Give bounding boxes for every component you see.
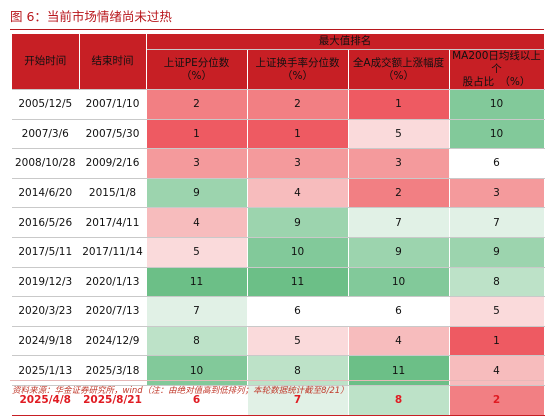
table-row: 2019/12/3 2020/1/13 11 11 10 8 [12,267,545,298]
end-date-cell: 2024/12/9 [79,326,147,357]
header-volume-increase: 全A成交额上涨幅度 （%） [348,49,450,90]
source-footnote: 资料来源：华金证券研究所，wind（注：由绝对值高到低排列；本轮数据统计截至8/… [12,386,349,396]
ranking-table: 开始时间 结束时间 最大值排名 上证PE分位数 （%） 上证换手率分位数 （%） 全… [12,34,545,416]
rank-cell: 4 [247,178,349,209]
rank-cell: 10 [247,237,349,268]
footnote-divider [10,380,544,381]
rank-cell: 2 [146,89,248,120]
start-date-cell: 2020/3/23 [12,296,80,327]
rank-cell: 9 [449,237,545,268]
rank-cell: 1 [146,119,248,150]
start-date-cell: 2005/12/5 [12,89,80,120]
rank-cell: 6 [348,296,450,327]
table-row: 2024/9/18 2024/12/9 8 5 4 1 [12,326,545,357]
rank-cell: 1 [247,119,349,150]
table-row: 2017/5/11 2017/11/14 5 10 9 9 [12,237,545,268]
rank-cell: 5 [247,326,349,357]
rank-cell: 9 [348,237,450,268]
rank-cell: 3 [449,178,545,209]
rank-cell: 6 [449,148,545,179]
rank-cell: 4 [146,207,248,238]
title-divider [10,29,544,30]
rank-cell: 3 [348,148,450,179]
end-date-cell: 2020/1/13 [79,267,147,298]
rank-cell: 10 [449,89,545,120]
rank-cell: 2 [247,89,349,120]
header-ma200-ratio: MA200日均线以上个 股占比 （%） [449,49,545,90]
rank-cell: 10 [449,119,545,150]
start-date-cell: 2017/5/11 [12,237,80,268]
start-date-cell: 2008/10/28 [12,148,80,179]
end-date-cell: 2007/5/30 [79,119,147,150]
rank-cell: 6 [247,296,349,327]
rank-cell: 5 [449,296,545,327]
rank-cell: 3 [146,148,248,179]
header-end-time: 结束时间 [79,34,147,90]
rank-cell: 10 [348,267,450,298]
end-date-cell: 2020/7/13 [79,296,147,327]
table-row: 2005/12/5 2007/1/10 2 2 1 10 [12,89,545,120]
rank-cell: 5 [146,237,248,268]
table-row: 2008/10/28 2009/2/16 3 3 3 6 [12,148,545,179]
end-date-cell: 2015/1/8 [79,178,147,209]
rank-cell: 2 [449,385,545,416]
rank-cell: 2 [348,178,450,209]
table-row: 2020/3/23 2020/7/13 7 6 6 5 [12,296,545,327]
end-date-cell: 2009/2/16 [79,148,147,179]
start-date-cell: 2024/9/18 [12,326,80,357]
rank-cell: 5 [348,119,450,150]
table-row: 2007/3/6 2007/5/30 1 1 5 10 [12,119,545,150]
rank-cell: 7 [449,207,545,238]
header-pe-percentile: 上证PE分位数 （%） [146,49,248,90]
header-start-time: 开始时间 [12,34,80,90]
table-row: 2016/5/26 2017/4/11 4 9 7 7 [12,207,545,238]
rank-cell: 8 [146,326,248,357]
rank-cell: 1 [348,89,450,120]
rank-cell: 3 [247,148,349,179]
rank-cell: 11 [247,267,349,298]
start-date-cell: 2007/3/6 [12,119,80,150]
end-date-cell: 2017/11/14 [79,237,147,268]
start-date-cell: 2014/6/20 [12,178,80,209]
header-max-rank-group: 最大值排名 [146,34,545,50]
figure-title: 图 6：当前市场情绪尚未过热 [10,9,172,24]
rank-cell: 9 [146,178,248,209]
rank-cell: 4 [348,326,450,357]
start-date-cell: 2019/12/3 [12,267,80,298]
rank-cell: 8 [348,385,450,416]
rank-cell: 8 [449,267,545,298]
table-row: 2014/6/20 2015/1/8 9 4 2 3 [12,178,545,209]
header-turnover-percentile: 上证换手率分位数 （%） [247,49,349,90]
table-body: 2005/12/5 2007/1/10 2 2 1 10 2007/3/6 2007/5/30… [12,89,545,416]
rank-cell: 7 [146,296,248,327]
start-date-cell: 2016/5/26 [12,207,80,238]
end-date-cell: 2007/1/10 [79,89,147,120]
rank-cell: 1 [449,326,545,357]
rank-cell: 11 [146,267,248,298]
end-date-cell: 2017/4/11 [79,207,147,238]
rank-cell: 9 [247,207,349,238]
rank-cell: 7 [348,207,450,238]
